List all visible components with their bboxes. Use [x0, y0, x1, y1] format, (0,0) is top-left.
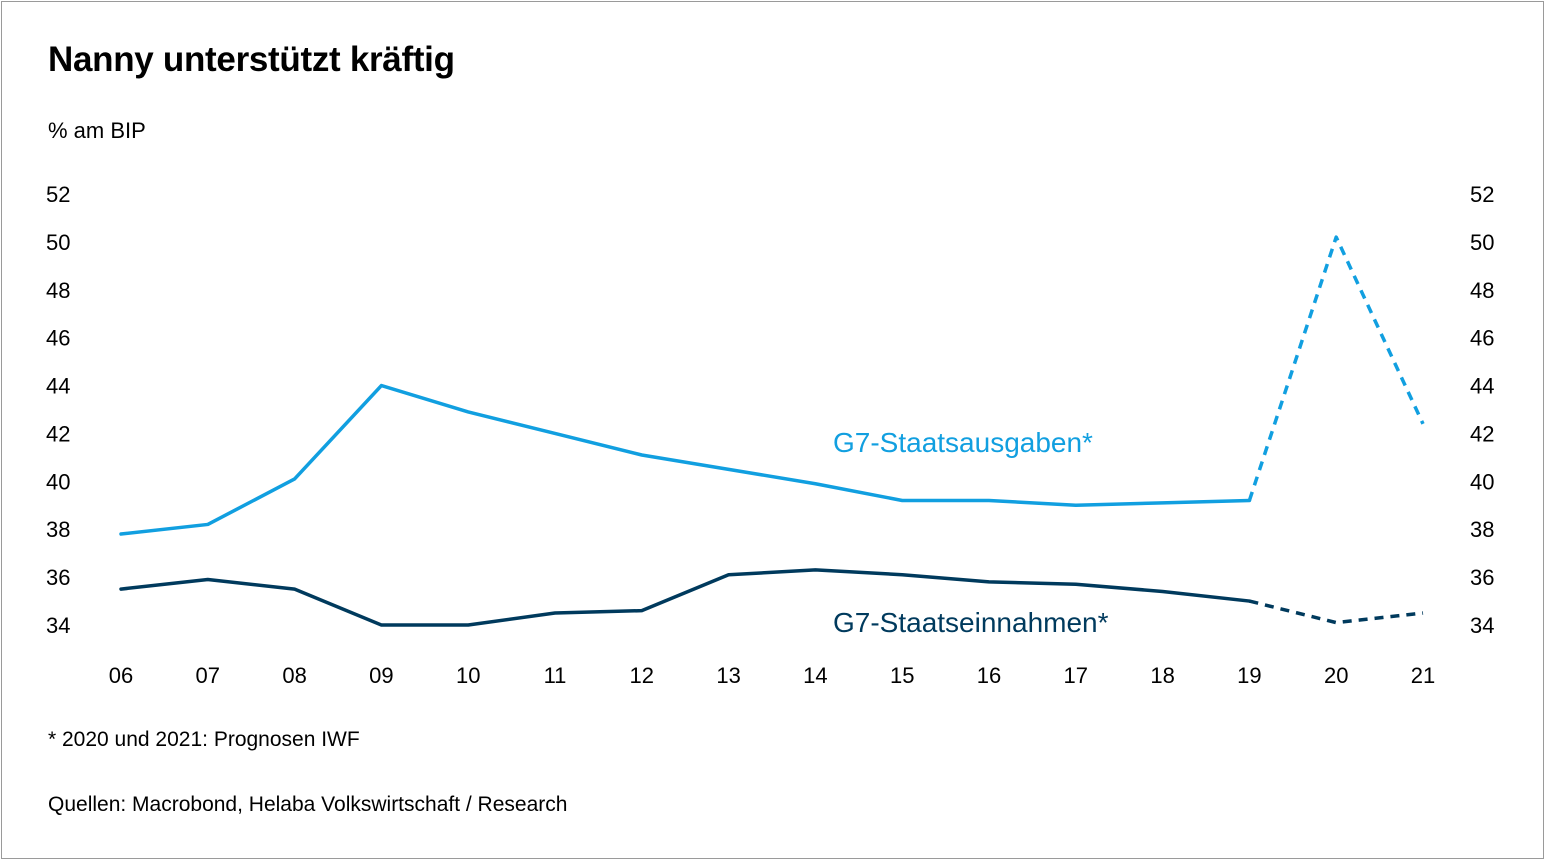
data-point [640, 609, 644, 613]
y-axis-left: 34 36 38 40 42 44 46 48 50 52 [46, 182, 70, 638]
data-point [1161, 501, 1165, 505]
x-tick-label: 20 [1324, 663, 1348, 688]
y-tick-label-right: 48 [1470, 278, 1494, 303]
y-axis-unit-label: % am BIP [48, 118, 146, 143]
data-point [293, 477, 297, 481]
y-tick-label-right: 36 [1470, 565, 1494, 590]
y-tick-label-right: 52 [1470, 182, 1494, 207]
data-point [293, 587, 297, 591]
data-point [206, 522, 210, 526]
data-point [1421, 611, 1425, 615]
data-point [553, 611, 557, 615]
x-tick-label: 11 [544, 663, 567, 688]
y-tick-label-right: 42 [1470, 421, 1494, 446]
data-point [900, 573, 904, 577]
x-tick-label: 16 [977, 663, 1001, 688]
x-tick-label: 12 [630, 663, 654, 688]
data-point [1334, 621, 1338, 625]
x-tick-label: 06 [109, 663, 133, 688]
data-point [727, 573, 731, 577]
y-tick-label-left: 36 [46, 565, 70, 590]
source-note: Quellen: Macrobond, Helaba Volkswirtscha… [48, 793, 568, 816]
x-tick-label: 19 [1237, 663, 1261, 688]
data-point [553, 431, 557, 435]
data-point [1074, 503, 1078, 507]
data-point [987, 580, 991, 584]
y-axis-right: 34 36 38 40 42 44 46 48 50 52 [1470, 182, 1494, 638]
y-tick-label-right: 40 [1470, 469, 1494, 494]
data-point [1421, 422, 1425, 426]
series-label-staatsausgaben: G7-Staatsausgaben* [833, 427, 1093, 458]
y-tick-label-right: 50 [1470, 230, 1494, 255]
data-point [1247, 599, 1251, 603]
data-point [1074, 582, 1078, 586]
series-forecast-line-staatseinnahmen [1248, 599, 1424, 625]
data-point [119, 532, 123, 536]
y-tick-label-left: 44 [46, 374, 70, 399]
data-point [727, 467, 731, 471]
x-axis: 06 07 08 09 10 11 12 13 14 15 16 17 18 19 20 21 [109, 663, 1435, 688]
series-labels: G7-Staatsausgaben* G7-Staatseinnahmen* [833, 427, 1109, 638]
x-tick-label: 14 [803, 663, 827, 688]
data-point [379, 384, 383, 388]
x-tick-label: 15 [890, 663, 914, 688]
x-tick-label: 07 [196, 663, 220, 688]
data-point [1161, 589, 1165, 593]
y-tick-label-left: 40 [46, 469, 70, 494]
y-tick-label-right: 34 [1470, 613, 1494, 638]
data-point [813, 568, 817, 572]
data-point [379, 623, 383, 627]
series-forecast-line-staatsausgaben [1247, 235, 1425, 502]
data-point [1247, 498, 1251, 502]
y-tick-label-left: 46 [46, 326, 70, 351]
series-line-staatseinnahmen [119, 568, 1252, 627]
data-point [206, 578, 210, 582]
chart-title: Nanny unterstützt kräftig [48, 40, 455, 79]
x-tick-label: 17 [1064, 663, 1088, 688]
y-tick-label-left: 38 [46, 517, 70, 542]
x-tick-label: 18 [1150, 663, 1174, 688]
y-tick-label-left: 42 [46, 421, 70, 446]
data-point [466, 410, 470, 414]
y-tick-label-left: 48 [46, 278, 70, 303]
data-point [900, 498, 904, 502]
y-tick-label-left: 52 [46, 182, 70, 207]
x-tick-label: 13 [716, 663, 740, 688]
y-tick-label-right: 38 [1470, 517, 1494, 542]
series-lines [119, 235, 1425, 627]
series-label-staatseinnahmen: G7-Staatseinnahmen* [833, 607, 1109, 638]
data-point [987, 498, 991, 502]
footnote: * 2020 und 2021: Prognosen IWF [48, 728, 360, 751]
x-tick-label: 08 [282, 663, 306, 688]
x-tick-label: 09 [369, 663, 393, 688]
data-point [640, 453, 644, 457]
series-line-staatsausgaben [119, 383, 1252, 536]
data-point [1334, 235, 1338, 239]
data-point [119, 587, 123, 591]
data-point [466, 623, 470, 627]
x-tick-label: 10 [456, 663, 480, 688]
x-tick-label: 21 [1411, 663, 1435, 688]
y-tick-label-left: 34 [46, 613, 70, 638]
y-tick-label-right: 44 [1470, 374, 1494, 399]
y-tick-label-right: 46 [1470, 326, 1494, 351]
y-tick-label-left: 50 [46, 230, 70, 255]
data-point [813, 482, 817, 486]
